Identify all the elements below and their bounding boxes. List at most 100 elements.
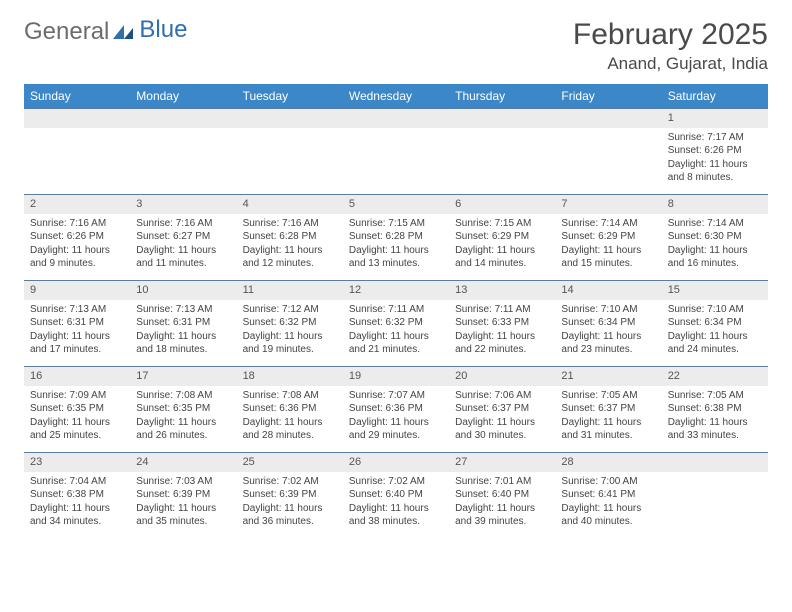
calendar-day-cell: 13Sunrise: 7:11 AMSunset: 6:33 PMDayligh… [449, 280, 555, 366]
daylight-text: Daylight: 11 hours and 25 minutes. [30, 416, 124, 443]
sunset-text: Sunset: 6:38 PM [668, 402, 762, 416]
month-title: February 2025 [573, 18, 768, 52]
calendar-day-cell: 25Sunrise: 7:02 AMSunset: 6:39 PMDayligh… [237, 452, 343, 538]
daylight-text: Daylight: 11 hours and 15 minutes. [561, 244, 655, 271]
daylight-text: Daylight: 11 hours and 23 minutes. [561, 330, 655, 357]
day-data: Sunrise: 7:03 AMSunset: 6:39 PMDaylight:… [130, 472, 236, 533]
sunset-text: Sunset: 6:26 PM [668, 144, 762, 158]
daylight-text: Daylight: 11 hours and 31 minutes. [561, 416, 655, 443]
day-number: 27 [449, 452, 555, 472]
day-data: Sunrise: 7:02 AMSunset: 6:39 PMDaylight:… [237, 472, 343, 533]
day-number [130, 108, 236, 128]
calendar-week-row: 2Sunrise: 7:16 AMSunset: 6:26 PMDaylight… [24, 194, 768, 280]
day-data: Sunrise: 7:05 AMSunset: 6:38 PMDaylight:… [662, 386, 768, 447]
calendar-day-cell: 9Sunrise: 7:13 AMSunset: 6:31 PMDaylight… [24, 280, 130, 366]
day-data: Sunrise: 7:10 AMSunset: 6:34 PMDaylight:… [662, 300, 768, 361]
daylight-text: Daylight: 11 hours and 33 minutes. [668, 416, 762, 443]
calendar-day-cell: 26Sunrise: 7:02 AMSunset: 6:40 PMDayligh… [343, 452, 449, 538]
daylight-text: Daylight: 11 hours and 18 minutes. [136, 330, 230, 357]
calendar-day-cell: 18Sunrise: 7:08 AMSunset: 6:36 PMDayligh… [237, 366, 343, 452]
location-label: Anand, Gujarat, India [573, 54, 768, 74]
calendar-day-cell: 14Sunrise: 7:10 AMSunset: 6:34 PMDayligh… [555, 280, 661, 366]
sunset-text: Sunset: 6:27 PM [136, 230, 230, 244]
day-data: Sunrise: 7:15 AMSunset: 6:29 PMDaylight:… [449, 214, 555, 275]
sunrise-text: Sunrise: 7:14 AM [668, 217, 762, 231]
sunset-text: Sunset: 6:33 PM [455, 316, 549, 330]
daylight-text: Daylight: 11 hours and 29 minutes. [349, 416, 443, 443]
day-number: 1 [662, 108, 768, 128]
daylight-text: Daylight: 11 hours and 35 minutes. [136, 502, 230, 529]
calendar-day-cell [237, 108, 343, 194]
daylight-text: Daylight: 11 hours and 40 minutes. [561, 502, 655, 529]
day-number: 23 [24, 452, 130, 472]
sunrise-text: Sunrise: 7:12 AM [243, 303, 337, 317]
day-number: 10 [130, 280, 236, 300]
weekday-header: Saturday [662, 84, 768, 108]
calendar-day-cell: 11Sunrise: 7:12 AMSunset: 6:32 PMDayligh… [237, 280, 343, 366]
calendar-day-cell: 10Sunrise: 7:13 AMSunset: 6:31 PMDayligh… [130, 280, 236, 366]
title-block: February 2025 Anand, Gujarat, India [573, 18, 768, 74]
calendar-week-row: 16Sunrise: 7:09 AMSunset: 6:35 PMDayligh… [24, 366, 768, 452]
daylight-text: Daylight: 11 hours and 21 minutes. [349, 330, 443, 357]
day-data: Sunrise: 7:14 AMSunset: 6:30 PMDaylight:… [662, 214, 768, 275]
calendar-day-cell: 6Sunrise: 7:15 AMSunset: 6:29 PMDaylight… [449, 194, 555, 280]
day-number: 5 [343, 194, 449, 214]
day-number: 3 [130, 194, 236, 214]
sunrise-text: Sunrise: 7:16 AM [243, 217, 337, 231]
calendar-day-cell: 16Sunrise: 7:09 AMSunset: 6:35 PMDayligh… [24, 366, 130, 452]
day-number [555, 108, 661, 128]
daylight-text: Daylight: 11 hours and 22 minutes. [455, 330, 549, 357]
sunrise-text: Sunrise: 7:10 AM [561, 303, 655, 317]
weekday-header: Wednesday [343, 84, 449, 108]
sunset-text: Sunset: 6:29 PM [561, 230, 655, 244]
weekday-header: Tuesday [237, 84, 343, 108]
sunset-text: Sunset: 6:37 PM [455, 402, 549, 416]
calendar-day-cell: 4Sunrise: 7:16 AMSunset: 6:28 PMDaylight… [237, 194, 343, 280]
day-data: Sunrise: 7:08 AMSunset: 6:36 PMDaylight:… [237, 386, 343, 447]
daylight-text: Daylight: 11 hours and 14 minutes. [455, 244, 549, 271]
day-number: 22 [662, 366, 768, 386]
calendar-day-cell: 22Sunrise: 7:05 AMSunset: 6:38 PMDayligh… [662, 366, 768, 452]
day-data: Sunrise: 7:17 AMSunset: 6:26 PMDaylight:… [662, 128, 768, 189]
sunrise-text: Sunrise: 7:02 AM [349, 475, 443, 489]
sunset-text: Sunset: 6:38 PM [30, 488, 124, 502]
sunrise-text: Sunrise: 7:13 AM [136, 303, 230, 317]
calendar-table: Sunday Monday Tuesday Wednesday Thursday… [24, 84, 768, 538]
sunrise-text: Sunrise: 7:02 AM [243, 475, 337, 489]
logo: General Blue [24, 18, 187, 46]
sunset-text: Sunset: 6:36 PM [349, 402, 443, 416]
calendar-day-cell: 5Sunrise: 7:15 AMSunset: 6:28 PMDaylight… [343, 194, 449, 280]
sunrise-text: Sunrise: 7:08 AM [243, 389, 337, 403]
calendar-day-cell [130, 108, 236, 194]
sunset-text: Sunset: 6:28 PM [243, 230, 337, 244]
day-data: Sunrise: 7:02 AMSunset: 6:40 PMDaylight:… [343, 472, 449, 533]
day-data: Sunrise: 7:15 AMSunset: 6:28 PMDaylight:… [343, 214, 449, 275]
sunrise-text: Sunrise: 7:11 AM [455, 303, 549, 317]
day-number: 14 [555, 280, 661, 300]
day-number [662, 452, 768, 472]
day-number [237, 108, 343, 128]
day-data: Sunrise: 7:06 AMSunset: 6:37 PMDaylight:… [449, 386, 555, 447]
sunrise-text: Sunrise: 7:11 AM [349, 303, 443, 317]
day-data: Sunrise: 7:14 AMSunset: 6:29 PMDaylight:… [555, 214, 661, 275]
sunset-text: Sunset: 6:32 PM [243, 316, 337, 330]
day-number: 12 [343, 280, 449, 300]
calendar-week-row: 1Sunrise: 7:17 AMSunset: 6:26 PMDaylight… [24, 108, 768, 194]
daylight-text: Daylight: 11 hours and 9 minutes. [30, 244, 124, 271]
day-number: 18 [237, 366, 343, 386]
daylight-text: Daylight: 11 hours and 26 minutes. [136, 416, 230, 443]
calendar-day-cell: 7Sunrise: 7:14 AMSunset: 6:29 PMDaylight… [555, 194, 661, 280]
sunrise-text: Sunrise: 7:01 AM [455, 475, 549, 489]
sunset-text: Sunset: 6:40 PM [455, 488, 549, 502]
daylight-text: Daylight: 11 hours and 19 minutes. [243, 330, 337, 357]
calendar-day-cell: 23Sunrise: 7:04 AMSunset: 6:38 PMDayligh… [24, 452, 130, 538]
daylight-text: Daylight: 11 hours and 36 minutes. [243, 502, 337, 529]
day-data: Sunrise: 7:00 AMSunset: 6:41 PMDaylight:… [555, 472, 661, 533]
calendar-day-cell: 19Sunrise: 7:07 AMSunset: 6:36 PMDayligh… [343, 366, 449, 452]
day-number: 20 [449, 366, 555, 386]
day-data: Sunrise: 7:12 AMSunset: 6:32 PMDaylight:… [237, 300, 343, 361]
daylight-text: Daylight: 11 hours and 12 minutes. [243, 244, 337, 271]
daylight-text: Daylight: 11 hours and 24 minutes. [668, 330, 762, 357]
daylight-text: Daylight: 11 hours and 39 minutes. [455, 502, 549, 529]
day-number: 6 [449, 194, 555, 214]
